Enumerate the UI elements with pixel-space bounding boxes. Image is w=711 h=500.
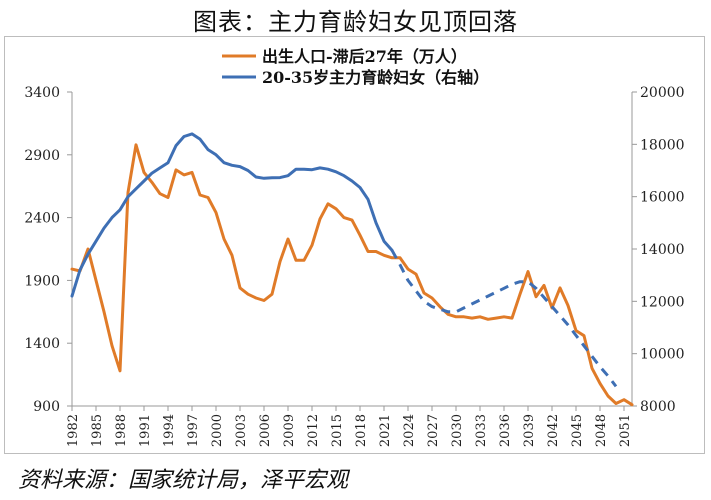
y-left-tick-label: 1400 (24, 336, 60, 352)
y-left-tick-label: 1900 (24, 273, 60, 289)
y-left-tick-label: 2400 (24, 211, 60, 227)
chart-title: 图表：主力育龄妇女见顶回落 (193, 8, 518, 36)
x-tick-label: 2018 (354, 414, 369, 447)
x-tick-label: 2015 (330, 414, 345, 447)
source-note: 资料来源：国家统计局，泽平宏观 (18, 468, 349, 493)
x-tick-label: 1997 (186, 414, 201, 447)
y-right-tick-label: 20000 (640, 85, 685, 101)
chart-frame: 出生人口-滞后27年（万人） 20-35岁主力育龄妇女（右轴） 900 1400 19… (4, 36, 705, 454)
x-tick-label: 2027 (426, 414, 441, 447)
x-tick-label: 2036 (498, 414, 513, 447)
y-left-tick-label: 3400 (24, 85, 60, 101)
x-tick-label: 2039 (522, 414, 537, 447)
x-tick-label: 2045 (570, 414, 585, 447)
y-right-tick-label: 8000 (640, 399, 676, 415)
chart-plot: 出生人口-滞后27年（万人） 20-35岁主力育龄妇女（右轴） 900 1400 19… (24, 47, 684, 447)
x-tick-label: 1988 (114, 414, 129, 447)
series-line-births (70, 143, 634, 407)
series-line-women-projected (390, 249, 618, 388)
series-layer (70, 132, 634, 407)
x-tick-label: 2024 (402, 414, 417, 447)
legend-label: 出生人口-滞后27年（万人） (262, 47, 467, 66)
legend-label: 20-35岁主力育龄妇女（右轴） (262, 68, 489, 87)
x-tick-label: 1991 (138, 414, 153, 447)
legend: 出生人口-滞后27年（万人） 20-35岁主力育龄妇女（右轴） (222, 47, 489, 87)
series-line-women-solid (70, 132, 394, 298)
x-tick-label: 2042 (546, 414, 561, 447)
y-right-tick-label: 12000 (640, 294, 685, 310)
y-left-tick-label: 2900 (24, 148, 60, 164)
x-tick-label: 1985 (90, 414, 105, 447)
x-tick-label: 1982 (66, 414, 81, 447)
x-tick-label: 2000 (210, 414, 225, 447)
y-right-tick-label: 16000 (640, 190, 685, 206)
axes: 900 1400 1900 2400 2900 3400 8000 10000 12000 140… (24, 85, 684, 447)
y-right-tick-label: 18000 (640, 137, 685, 153)
y-left-tick-label: 900 (33, 399, 60, 415)
x-tick-label: 1994 (162, 414, 177, 447)
x-tick-label: 2003 (234, 414, 249, 447)
x-tick-label: 2033 (474, 414, 489, 447)
x-tick-label: 2048 (594, 414, 609, 447)
x-tick-label: 2012 (306, 414, 321, 447)
y-right-tick-label: 10000 (640, 347, 685, 363)
y-right-tick-label: 14000 (640, 242, 685, 258)
x-tick-label: 2021 (378, 414, 393, 447)
x-tick-label: 2009 (282, 414, 297, 447)
x-tick-label: 2006 (258, 414, 273, 447)
x-tick-label: 2051 (618, 414, 633, 447)
x-tick-label: 2030 (450, 414, 465, 447)
